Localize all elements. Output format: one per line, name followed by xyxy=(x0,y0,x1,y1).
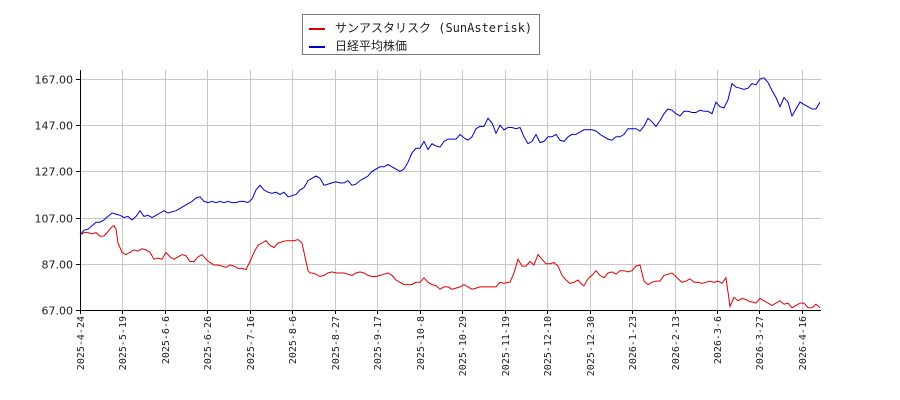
x-tick-label: 2025-5-19 xyxy=(118,316,129,370)
x-tick-label: 2025-8-6 xyxy=(288,316,299,364)
series-sunasterisk-line xyxy=(79,225,821,309)
x-tick-label: 2025-12-10 xyxy=(543,316,554,376)
x-tick-label: 2026-1-23 xyxy=(628,316,639,370)
axes xyxy=(76,70,821,314)
legend-label: サンアスタリスク (SunAsterisk) xyxy=(335,21,533,35)
x-tick-label: 2026-3-6 xyxy=(713,316,724,364)
grid-lines xyxy=(80,70,821,310)
series-nikkei-line xyxy=(79,77,821,236)
y-tick-label: 127.00 xyxy=(35,166,74,179)
y-tick-label: 147.00 xyxy=(35,120,74,133)
legend-swatch-red xyxy=(309,27,325,30)
x-tick-label: 2025-10-29 xyxy=(458,316,469,376)
x-axis-labels: 2025-4-24 2025-5-19 2025-6-6 2025-6-26 2025-… xyxy=(76,316,809,376)
y-tick-label: 87.00 xyxy=(42,259,74,272)
x-tick-label: 2025-7-16 xyxy=(246,316,257,370)
chart-legend: サンアスタリスク (SunAsterisk) 日経平均株価 xyxy=(302,14,540,55)
y-tick-label: 107.00 xyxy=(35,213,74,226)
x-tick-label: 2026-3-27 xyxy=(755,316,766,370)
x-tick-label: 2025-10-8 xyxy=(416,316,427,370)
legend-label: 日経平均株価 xyxy=(335,39,408,53)
x-tick-label: 2025-6-6 xyxy=(161,316,172,364)
y-tick-label: 67.00 xyxy=(42,305,74,318)
x-tick-label: 2025-8-27 xyxy=(331,316,342,370)
x-tick-label: 2025-12-30 xyxy=(586,316,597,376)
x-tick-label: 2025-4-24 xyxy=(76,316,87,370)
x-tick-label: 2026-4-16 xyxy=(798,316,809,370)
legend-item-sunasterisk: サンアスタリスク (SunAsterisk) xyxy=(309,19,532,35)
legend-swatch-blue xyxy=(309,45,325,48)
x-tick-label: 2026-2-13 xyxy=(671,316,682,370)
x-tick-label: 2025-9-17 xyxy=(373,316,384,370)
x-tick-label: 2025-6-26 xyxy=(203,316,214,370)
legend-item-nikkei: 日経平均株価 xyxy=(309,37,407,53)
y-tick-label: 167.00 xyxy=(35,74,74,87)
x-tick-label: 2025-11-19 xyxy=(501,316,512,376)
y-axis-labels: 67.00 87.00 107.00 127.00 147.00 167.00 xyxy=(35,74,74,318)
